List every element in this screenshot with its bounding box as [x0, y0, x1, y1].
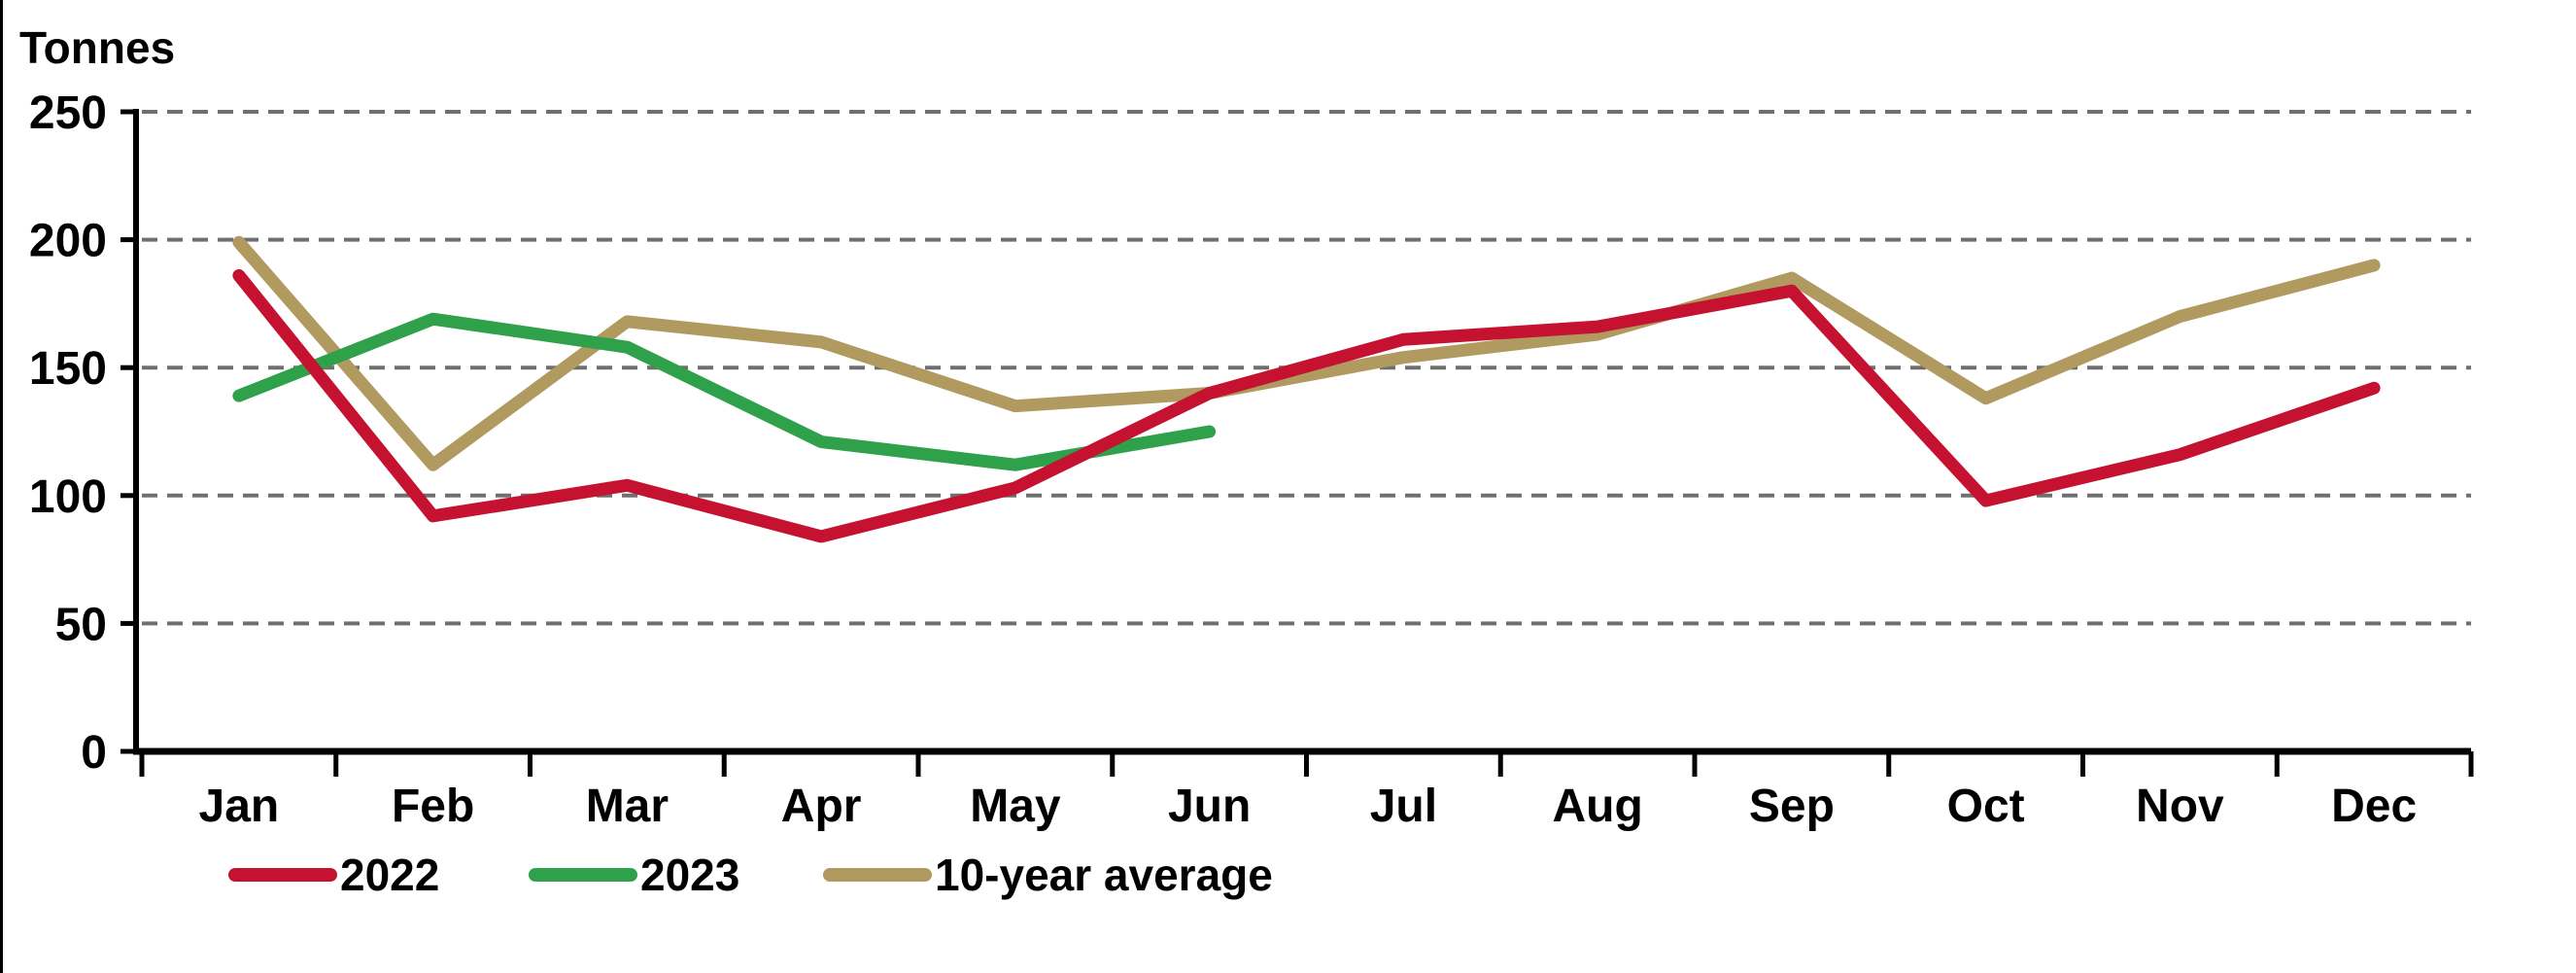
series-line-2022	[232, 268, 2381, 543]
legend-label-2023: 2023	[640, 850, 739, 900]
y-tick-label: 150	[29, 343, 107, 395]
y-tick-label: 100	[29, 471, 107, 523]
x-tick-label: May	[970, 781, 1061, 832]
y-tick-label: 200	[29, 216, 107, 267]
x-tick-label: Nov	[2136, 781, 2224, 832]
y-axis-title: Tonnes	[19, 22, 176, 73]
x-tick-label: Oct	[1947, 781, 2025, 832]
x-tick-label: Sep	[1749, 781, 1835, 832]
x-tick-label: Jun	[1168, 781, 1251, 832]
legend-label-2022: 2022	[340, 850, 439, 900]
x-tick-label: Aug	[1552, 781, 1642, 832]
x-tick-label: Jul	[1370, 781, 1437, 832]
page-left-border	[0, 0, 3, 973]
x-tick-label: Jan	[199, 781, 280, 832]
series-line-2023	[232, 312, 1217, 471]
x-tick-label: Dec	[2331, 781, 2417, 832]
x-tick-label: Feb	[392, 781, 474, 832]
series-line-10-year-average	[232, 235, 2381, 471]
x-tick-label: Apr	[781, 781, 862, 832]
y-tick-label: 250	[29, 87, 107, 139]
legend-label-10-year-average: 10-year average	[935, 850, 1273, 900]
x-tick-label: Mar	[586, 781, 669, 832]
y-tick-label: 50	[55, 599, 107, 650]
y-tick-label: 0	[81, 727, 107, 779]
